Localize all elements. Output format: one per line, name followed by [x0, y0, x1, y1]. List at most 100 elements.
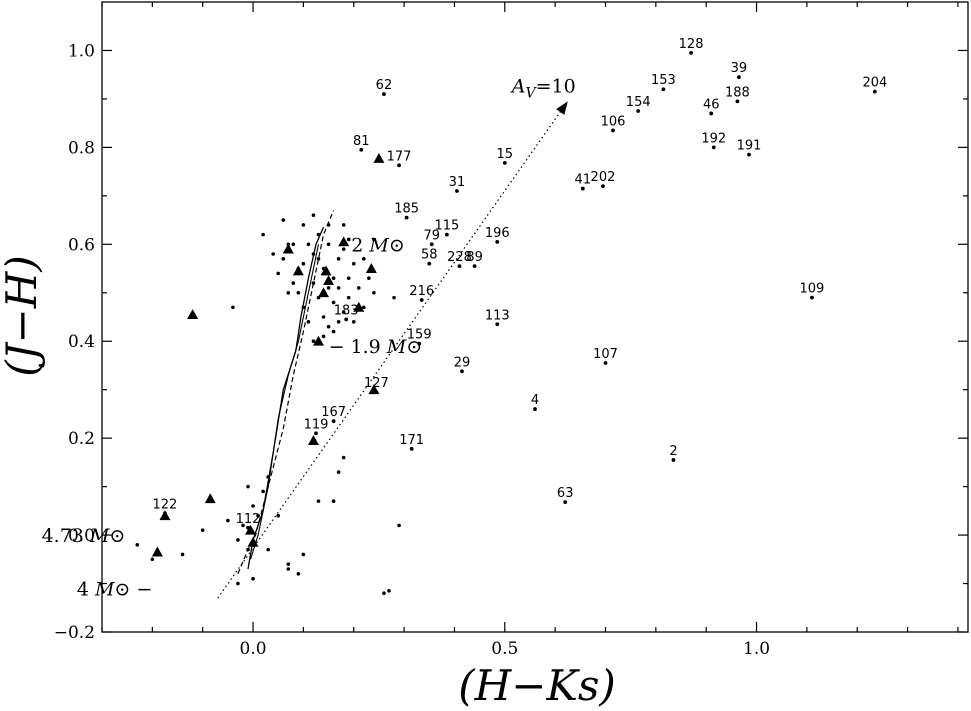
- data-point: [341, 455, 346, 460]
- labeled-data-point: [603, 361, 608, 365]
- data-point: [346, 276, 351, 281]
- data-point: [281, 257, 286, 261]
- point-label: 122: [153, 497, 178, 512]
- labeled-data-point: [314, 431, 318, 436]
- y-tick-label: −0.2: [54, 623, 95, 643]
- point-label: 41: [575, 173, 592, 188]
- labeled-data-point: [636, 109, 641, 113]
- y-tick-label: 0.8: [68, 138, 95, 158]
- y-axis-title: (J−H): [0, 255, 46, 376]
- triangle-marker: [365, 263, 377, 273]
- data-point: [311, 281, 316, 285]
- labeled-data-point: [444, 232, 449, 237]
- data-point: [331, 499, 336, 503]
- data-point: [356, 286, 361, 290]
- labeled-data-point: [397, 163, 401, 168]
- data-point: [231, 305, 235, 310]
- point-label: 167: [321, 405, 346, 420]
- data-point: [346, 237, 351, 242]
- labeled-data-point: [472, 264, 477, 269]
- data-point: [301, 223, 306, 227]
- data-point: [241, 523, 245, 528]
- data-point: [351, 261, 356, 266]
- reddening-vector-label: AV=10: [510, 75, 576, 101]
- point-label: 106: [601, 114, 626, 129]
- data-point: [200, 528, 205, 533]
- data-point: [326, 324, 331, 329]
- labeled-data-point: [427, 261, 432, 266]
- data-point: [336, 320, 341, 324]
- point-label: 216: [409, 284, 434, 299]
- y-tick-label: 0.2: [68, 429, 95, 449]
- point-label: 115: [434, 219, 459, 234]
- point-label: 112: [236, 512, 261, 527]
- labeled-data-point: [563, 500, 568, 505]
- point-label: 153: [651, 73, 676, 88]
- point-label: 204: [862, 76, 887, 91]
- point-label: 81: [353, 134, 370, 149]
- data-point: [372, 290, 376, 295]
- labeled-data-point: [419, 298, 424, 302]
- triangle-marker: [292, 265, 304, 276]
- data-point: [336, 286, 341, 290]
- data-point: [316, 232, 321, 237]
- point-label: 58: [421, 248, 438, 263]
- data-point: [351, 320, 356, 324]
- labeled-data-point: [580, 186, 585, 191]
- track-solid-line-2: [249, 244, 320, 560]
- data-point: [276, 513, 281, 518]
- labeled-data-point: [495, 239, 500, 244]
- data-point: [367, 276, 371, 281]
- labeled-data-point: [661, 87, 666, 92]
- data-point: [286, 290, 291, 295]
- data-point: [291, 281, 296, 285]
- data-point: [296, 290, 301, 295]
- data-point: [392, 295, 396, 300]
- labeled-data-point: [737, 75, 741, 80]
- triangle-marker: [204, 493, 216, 504]
- x-tick-label: 0.0: [240, 639, 267, 659]
- data-point: [291, 242, 296, 247]
- labeled-data-point: [417, 341, 422, 346]
- data-point: [286, 562, 291, 566]
- labeled-data-point: [331, 419, 336, 424]
- point-label: 188: [725, 85, 750, 100]
- data-point: [316, 257, 321, 261]
- point-label: 196: [485, 226, 510, 241]
- data-point: [331, 329, 336, 334]
- triangle-marker: [368, 384, 380, 395]
- data-point: [341, 223, 346, 227]
- point-label: 31: [449, 175, 466, 190]
- data-point: [281, 218, 286, 222]
- data-point: [311, 252, 316, 256]
- data-point: [316, 499, 321, 503]
- labeled-data-point: [810, 295, 814, 300]
- point-label: 154: [626, 95, 651, 110]
- data-point: [150, 557, 155, 562]
- point-label: 89: [466, 250, 483, 265]
- point-label: 177: [387, 149, 412, 164]
- triangle-marker: [282, 243, 294, 254]
- data-point: [306, 320, 311, 324]
- data-point: [246, 547, 250, 552]
- data-point: [321, 315, 326, 319]
- point-label: 109: [800, 282, 825, 297]
- data-point: [341, 247, 346, 251]
- labeled-data-point: [601, 184, 605, 189]
- point-label: 119: [304, 417, 329, 432]
- x-tick-label: 1.0: [743, 639, 770, 659]
- triangle-marker: [320, 265, 332, 276]
- plot-area: 0.0 0.5 1.0 −0.2 0.0 0.2 0.4 0.6 0.8 1.0 AV=10 128 3…: [42, 1, 969, 659]
- plot-frame: [101, 1, 969, 633]
- y-tick-label: 0.4: [68, 332, 95, 352]
- point-label: 228: [447, 250, 472, 265]
- point-label: 171: [399, 433, 424, 448]
- labeled-data-point: [533, 407, 537, 411]
- x-tick-label: 0.5: [491, 639, 518, 659]
- data-point: [372, 237, 376, 242]
- y-tick-label: 0.6: [68, 235, 95, 255]
- data-point: [135, 542, 140, 547]
- point-label: 29: [454, 355, 471, 370]
- labeled-data-point: [611, 128, 615, 133]
